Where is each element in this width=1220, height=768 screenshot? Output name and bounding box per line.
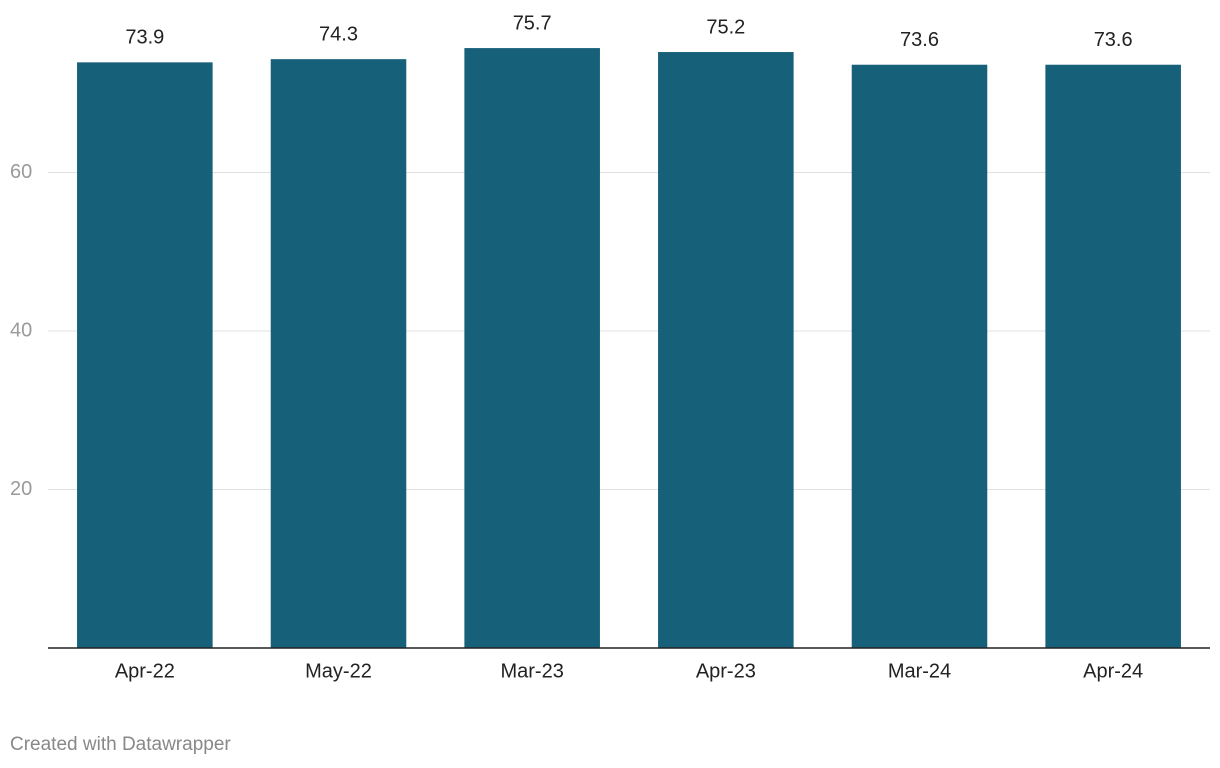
value-label: 74.3: [319, 23, 358, 45]
y-tick-label: 40: [10, 319, 32, 341]
x-tick-label: May-22: [305, 660, 372, 682]
x-tick-label: Mar-24: [888, 660, 951, 682]
value-label: 73.6: [900, 29, 939, 51]
bar: [1045, 64, 1181, 649]
footer: Created with Datawrapper: [10, 734, 231, 755]
bar: [851, 64, 988, 649]
x-tick-label: Apr-23: [696, 660, 756, 682]
value-label: 75.2: [706, 16, 745, 38]
x-tick-label: Apr-24: [1083, 660, 1143, 682]
bar: [658, 52, 794, 649]
bar: [77, 62, 213, 648]
y-tick-label: 60: [10, 161, 32, 183]
y-tick-label: 20: [10, 478, 32, 500]
x-tick-label: Apr-22: [115, 660, 175, 682]
x-tick-label: Mar-23: [500, 660, 563, 682]
value-label: 73.6: [1094, 29, 1133, 51]
value-label: 75.7: [513, 12, 552, 34]
bar: [464, 48, 600, 648]
bar: [270, 59, 407, 649]
value-label: 73.9: [125, 27, 164, 49]
